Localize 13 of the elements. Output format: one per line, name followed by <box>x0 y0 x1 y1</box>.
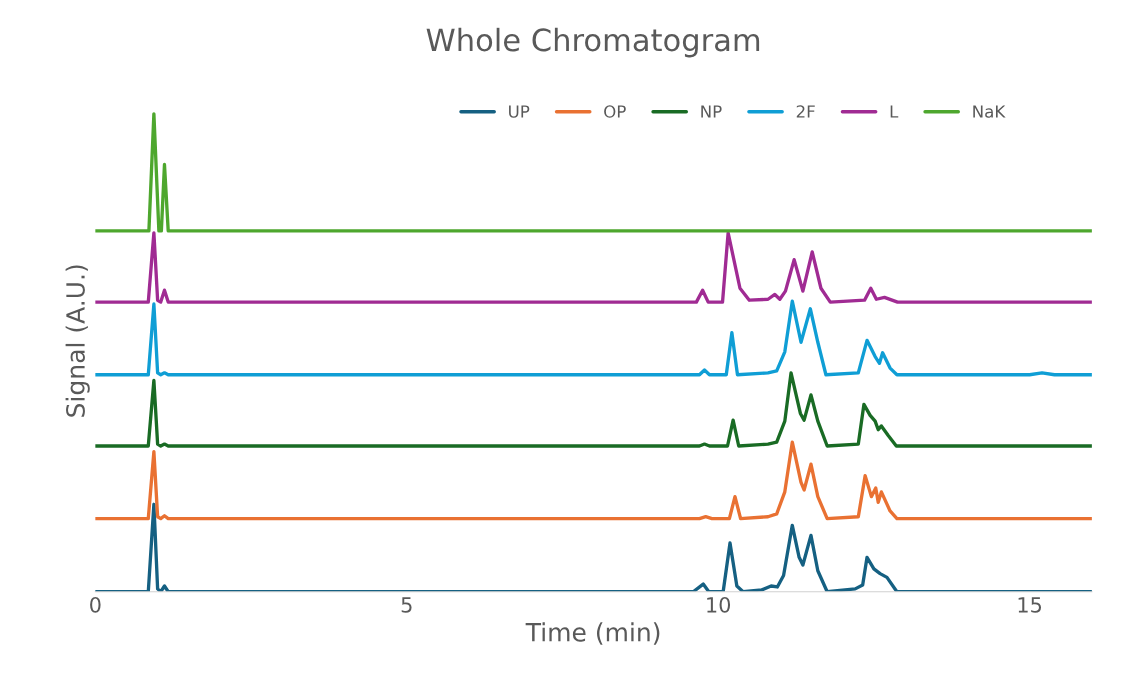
legend-label: NaK <box>973 105 1006 118</box>
x-tick-label: 5 <box>401 597 412 613</box>
x-axis-title: Time (min) <box>525 622 660 645</box>
x-tick-label: 15 <box>1018 597 1042 613</box>
x-tick-label: 10 <box>707 596 731 613</box>
legend-label: NP <box>701 105 722 118</box>
chart-title: Whole Chromatogram <box>426 27 760 58</box>
legend-label: OP <box>604 105 626 118</box>
legend-label: UP <box>509 105 530 118</box>
legend-label: 2F <box>796 105 815 118</box>
y-axis-title: Signal (A.U.) <box>65 265 90 417</box>
x-tick-label: 0 <box>90 596 101 613</box>
legend-label: L <box>890 105 899 118</box>
